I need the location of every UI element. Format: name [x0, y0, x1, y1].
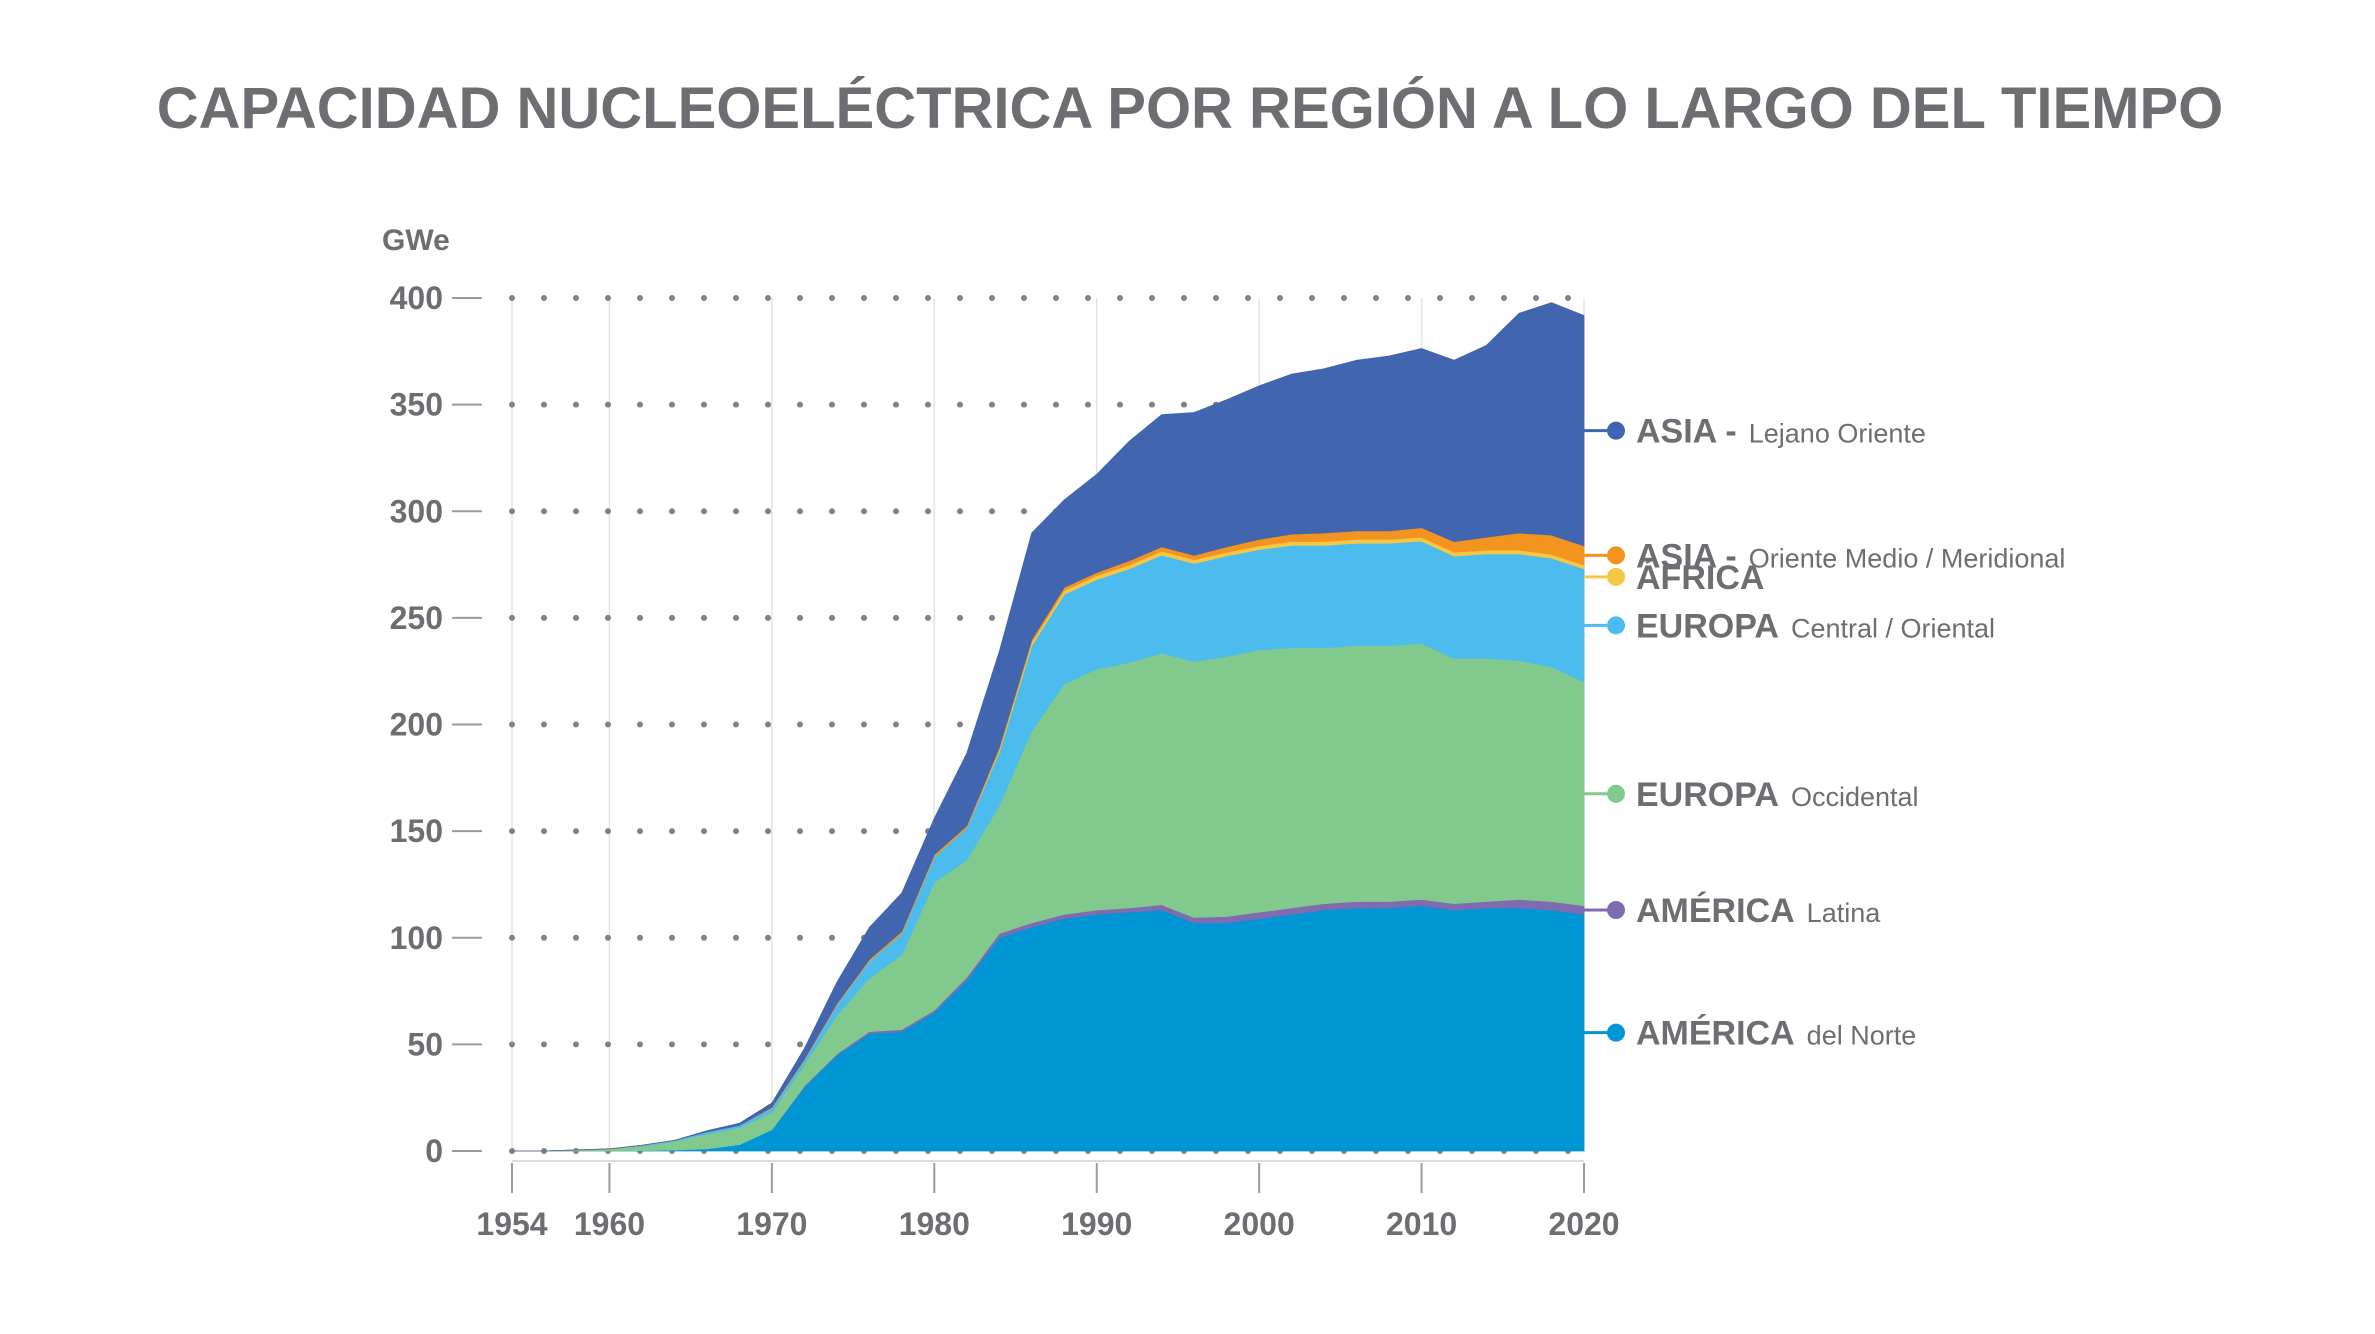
x-tick-label-4: 1990 [1061, 1206, 1132, 1242]
legend-dot [1607, 1023, 1625, 1042]
legend-label: ASIA - Lejano Oriente [1636, 413, 1926, 451]
y-tick-label-1: 50 [407, 1026, 443, 1062]
area-series-0 [512, 905, 1585, 1152]
legend-dot [1607, 567, 1625, 586]
x-tick-label-6: 2010 [1386, 1206, 1457, 1242]
y-tick-label-5: 250 [390, 600, 443, 636]
legend-label: EUROPA Central / Oriental [1636, 607, 1995, 645]
x-tick-label-3: 1980 [899, 1206, 970, 1242]
y-tick-label-4: 200 [390, 707, 443, 743]
y-tick-label-2: 100 [390, 920, 443, 956]
legend-dot [1607, 546, 1625, 565]
legend-label: ASIA - Oriente Medio / Meridional [1636, 537, 2065, 575]
x-tick-label-5: 2000 [1224, 1206, 1295, 1242]
legend-label: AMÉRICA del Norte [1636, 1015, 1916, 1053]
legend-item-2: EUROPA Occidental [1584, 776, 1919, 814]
axes: 0 50 100 150 200 250 300 350 400 1954 1960 1970 1980… [390, 280, 1620, 1242]
legend-item-6: ASIA - Lejano Oriente [1584, 413, 1926, 451]
y-tick-label-8: 400 [390, 280, 443, 316]
x-tick-label-0: 1954 [476, 1206, 547, 1242]
legend-label: AMÉRICA Latina [1636, 892, 1881, 930]
legend-label: ÁFRICA [1636, 559, 1764, 597]
legend-dot [1607, 784, 1625, 803]
x-tick-label-7: 2020 [1548, 1206, 1619, 1242]
legend-item-4: ÁFRICA [1584, 559, 1764, 597]
legend-item-3: EUROPA Central / Oriental [1584, 607, 1995, 645]
legend-dot [1607, 421, 1625, 440]
legend: AMÉRICA del Norte AMÉRICA Latina EUROPA Occid… [1584, 413, 2065, 1053]
legend-label: EUROPA Occidental [1636, 776, 1919, 814]
y-tick-label-6: 300 [390, 493, 443, 529]
x-tick-label-2: 1970 [736, 1206, 807, 1242]
x-tick-label-1: 1960 [574, 1206, 645, 1242]
y-axis-unit-label: GWe [382, 224, 450, 257]
legend-dot [1607, 901, 1625, 920]
legend-item-5: ASIA - Oriente Medio / Meridional [1584, 537, 2065, 575]
y-tick-label-7: 350 [390, 387, 443, 423]
chart-title: CAPACIDAD NUCLEOELÉCTRICA POR REGIÓN A L… [157, 76, 2224, 141]
legend-item-0: AMÉRICA del Norte [1584, 1015, 1916, 1053]
y-tick-label-0: 0 [425, 1133, 443, 1169]
legend-dot [1607, 616, 1625, 635]
legend-item-1: AMÉRICA Latina [1584, 892, 1881, 930]
y-tick-label-3: 150 [390, 813, 443, 849]
